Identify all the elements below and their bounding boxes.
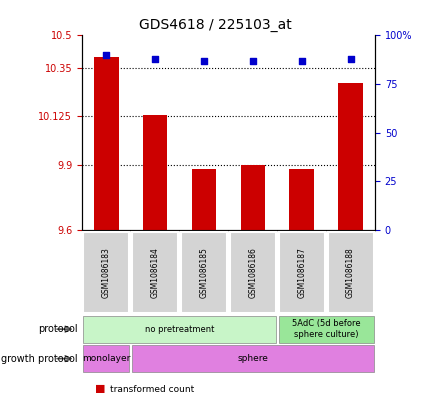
Bar <box>83 316 275 343</box>
Point <box>103 51 110 58</box>
Bar <box>132 231 178 313</box>
Bar <box>240 165 264 230</box>
Text: GSM1086187: GSM1086187 <box>297 247 305 298</box>
Text: protocol: protocol <box>38 324 77 334</box>
Point <box>346 55 353 62</box>
Point <box>249 57 256 64</box>
Text: ■: ■ <box>95 384 105 393</box>
Bar <box>94 57 118 230</box>
Bar <box>132 345 373 372</box>
Bar <box>229 231 275 313</box>
Text: no pretreatment: no pretreatment <box>144 325 214 334</box>
Bar <box>327 231 373 313</box>
Bar <box>83 345 129 372</box>
Bar <box>338 83 362 230</box>
Text: monolayer: monolayer <box>82 354 130 363</box>
Point <box>151 55 158 62</box>
Text: GSM1086184: GSM1086184 <box>150 247 159 298</box>
Bar <box>278 316 373 343</box>
Text: sphere: sphere <box>237 354 267 363</box>
Text: GSM1086183: GSM1086183 <box>101 247 111 298</box>
Text: GDS4618 / 225103_at: GDS4618 / 225103_at <box>139 18 291 32</box>
Text: transformed count: transformed count <box>110 385 194 393</box>
Point <box>200 57 207 64</box>
Bar <box>278 231 324 313</box>
Bar <box>191 169 216 230</box>
Bar <box>181 231 227 313</box>
Bar <box>289 169 313 230</box>
Bar <box>83 231 129 313</box>
Bar <box>143 115 167 230</box>
Text: GSM1086188: GSM1086188 <box>345 247 354 298</box>
Text: 5AdC (5d before
sphere culture): 5AdC (5d before sphere culture) <box>291 320 359 339</box>
Text: growth protocol: growth protocol <box>1 354 77 364</box>
Point <box>298 57 304 64</box>
Text: GSM1086186: GSM1086186 <box>248 247 257 298</box>
Text: GSM1086185: GSM1086185 <box>199 247 208 298</box>
